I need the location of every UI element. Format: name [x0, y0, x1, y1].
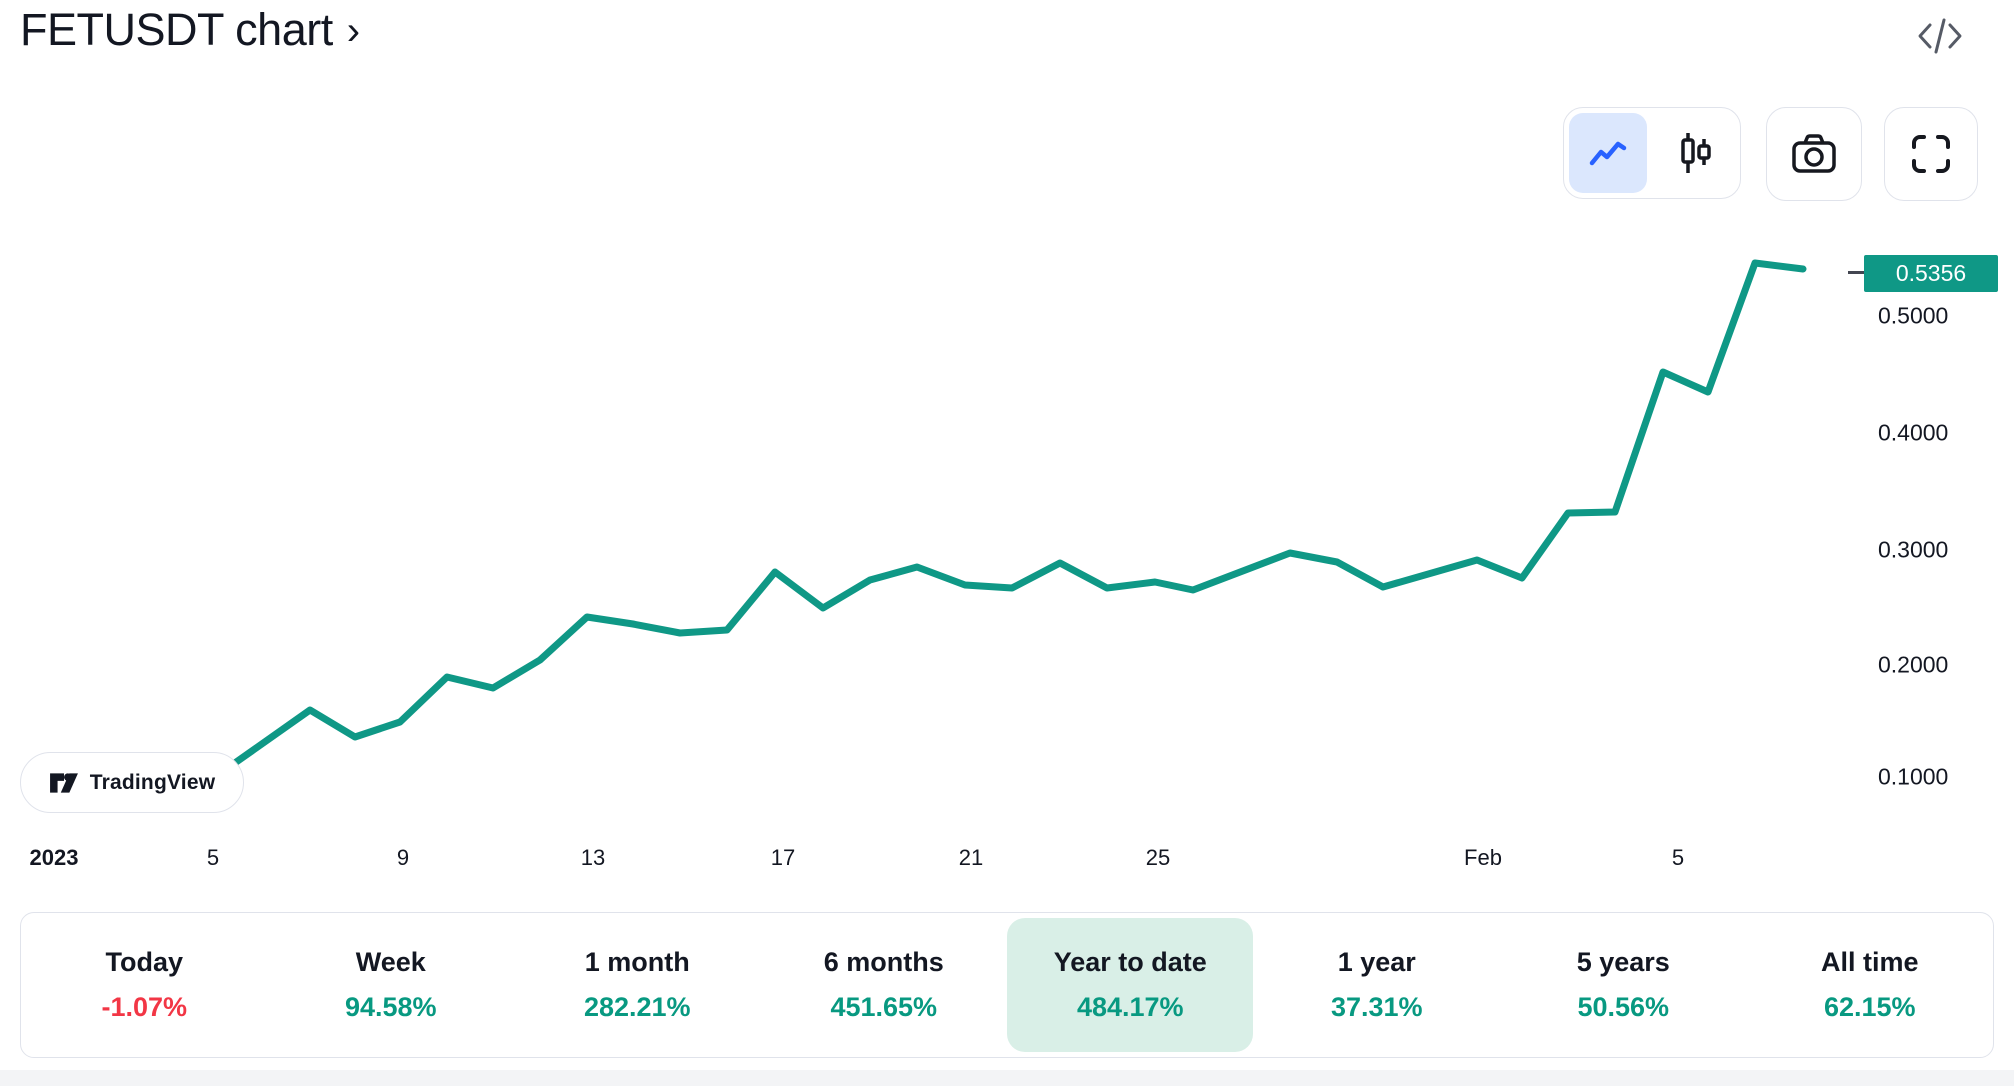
tradingview-logo-text: TradingView: [89, 770, 216, 794]
snapshot-button[interactable]: [1766, 107, 1862, 201]
period-tab-inner: 6 months 451.65%: [761, 918, 1007, 1052]
time-axis-label: 5: [1671, 845, 1685, 870]
time-axis-label: 25: [1145, 845, 1171, 870]
price-axis-label: 0.1000: [1878, 763, 1949, 790]
last-price-label: 0.5356: [1864, 255, 1998, 292]
period-change-value: 50.56%: [1577, 992, 1670, 1022]
chart-style-toggle: [1563, 107, 1741, 199]
period-tab-1-year[interactable]: 1 year 37.31%: [1254, 913, 1501, 1057]
time-axis-label: 13: [580, 845, 606, 870]
camera-icon: [1792, 134, 1836, 173]
section-divider: [0, 1070, 2014, 1086]
tradingview-logo-icon: [49, 772, 78, 793]
period-tab-inner: 1 month 282.21%: [514, 918, 760, 1052]
period-tab-inner: Today -1.07%: [21, 918, 267, 1052]
chevron-right-icon: ›: [346, 9, 361, 53]
time-axis-label: Feb: [1464, 845, 1502, 870]
time-axis-label: 2023: [29, 845, 79, 870]
code-icon: [1918, 18, 1962, 54]
period-tab-5-years[interactable]: 5 years 50.56%: [1500, 913, 1747, 1057]
time-axis-label: 17: [770, 845, 796, 870]
period-tab-6-months[interactable]: 6 months 451.65%: [761, 913, 1008, 1057]
period-label: Year to date: [1053, 947, 1207, 977]
period-tab-inner: Year to date 484.17%: [1007, 918, 1254, 1052]
period-change-value: 37.31%: [1330, 992, 1423, 1022]
period-tab-1-month[interactable]: 1 month 282.21%: [514, 913, 761, 1057]
period-tab-inner: All time 62.15%: [1747, 918, 1993, 1052]
period-tab-inner: Week 94.58%: [268, 918, 514, 1052]
period-change-value: 451.65%: [830, 992, 938, 1022]
time-axis-label: 5: [206, 845, 220, 870]
period-change-value: 484.17%: [1076, 992, 1184, 1022]
line-chart-style-button[interactable]: [1569, 113, 1647, 193]
period-label: 1 month: [584, 947, 690, 977]
price-axis-label: 0.4000: [1878, 419, 1949, 446]
last-price-tick: [1848, 271, 1864, 274]
price-axis-label: 0.2000: [1878, 651, 1949, 678]
period-label: All time: [1820, 947, 1919, 977]
period-change-value: 94.58%: [344, 992, 437, 1022]
period-tab-inner: 1 year 37.31%: [1254, 918, 1500, 1052]
candles-chart-style-button[interactable]: [1657, 113, 1735, 193]
period-change-value: 62.15%: [1823, 992, 1916, 1022]
price-axis-label: 0.5000: [1878, 302, 1949, 329]
tradingview-logo-link[interactable]: TradingView: [20, 752, 244, 813]
period-tab-all-time[interactable]: All time 62.15%: [1747, 913, 1994, 1057]
period-tab-week[interactable]: Week 94.58%: [268, 913, 515, 1057]
fullscreen-icon: [1912, 135, 1950, 173]
period-label: Today: [105, 947, 183, 977]
period-label: 5 years: [1576, 947, 1670, 977]
period-label: 6 months: [823, 947, 944, 977]
time-axis-label: 21: [958, 845, 984, 870]
performance-period-bar: Today -1.07% Week 94.58% 1 month 282.21% 6 mon…: [20, 912, 1994, 1058]
period-change-value: 282.21%: [583, 992, 691, 1022]
period-label: Week: [355, 947, 426, 977]
fullscreen-button[interactable]: [1884, 107, 1978, 201]
period-tab-year-to-date[interactable]: Year to date 484.17%: [1007, 913, 1254, 1057]
candlestick-icon: [1681, 133, 1711, 173]
page-title: FETUSDT chart: [20, 4, 333, 55]
price-line-series: [228, 259, 1807, 769]
line-chart-icon: [1589, 141, 1627, 166]
period-tab-inner: 5 years 50.56%: [1500, 918, 1746, 1052]
price-axis-label: 0.3000: [1878, 536, 1949, 563]
symbol-chart-link[interactable]: FETUSDT chart ›: [20, 4, 360, 56]
period-tab-today[interactable]: Today -1.07%: [21, 913, 268, 1057]
embed-code-button[interactable]: [1908, 10, 1972, 62]
period-label: 1 year: [1337, 947, 1416, 977]
period-change-value: -1.07%: [101, 992, 188, 1022]
time-axis-label: 9: [396, 845, 410, 870]
